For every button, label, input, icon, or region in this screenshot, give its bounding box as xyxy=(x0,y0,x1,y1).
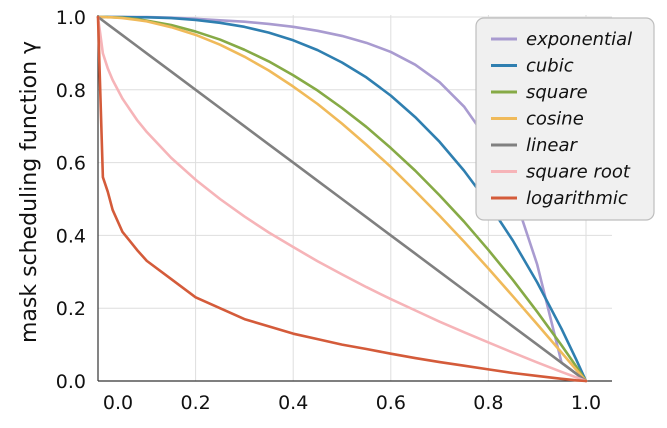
legend-label: cosine xyxy=(526,109,584,130)
y-tick-label: 0.4 xyxy=(56,225,86,247)
legend-items: exponential cubic square cosine linear square… xyxy=(491,29,632,209)
x-tick-label: 0.8 xyxy=(473,392,503,414)
series-line-logarithmic xyxy=(96,15,588,383)
y-tick-label: 0.2 xyxy=(56,298,86,320)
y-tick-label: 0.8 xyxy=(56,80,86,102)
legend-label: square root xyxy=(526,162,631,183)
x-tick-label: 1.0 xyxy=(571,392,601,414)
x-tick-label: 0.4 xyxy=(278,392,308,414)
legend: exponential cubic square cosine linear square… xyxy=(475,17,655,221)
y-tick-label: 1.0 xyxy=(56,7,86,29)
series-line-square-root xyxy=(96,15,588,383)
legend-label: linear xyxy=(526,135,579,156)
legend-label: square xyxy=(526,82,588,103)
series-line-cosine xyxy=(96,15,588,383)
axes: 0.0 0.2 0.4 0.6 0.8 1.0 0.0 0.2 0.4 0.6 0.8 1.0 xyxy=(56,7,612,414)
y-tick-label: 0.0 xyxy=(56,371,86,393)
x-tick-label: 0.6 xyxy=(376,392,406,414)
y-axis-label: mask scheduling function γ xyxy=(17,41,42,343)
x-tick-label: 0.2 xyxy=(180,392,210,414)
legend-label: logarithmic xyxy=(526,188,628,209)
legend-label: exponential xyxy=(526,29,632,50)
legend-box xyxy=(475,17,655,221)
y-tick-label: 0.6 xyxy=(56,153,86,175)
legend-label: cubic xyxy=(526,56,574,77)
x-tick-label: 0.0 xyxy=(103,392,133,414)
series-line-linear xyxy=(96,15,588,383)
